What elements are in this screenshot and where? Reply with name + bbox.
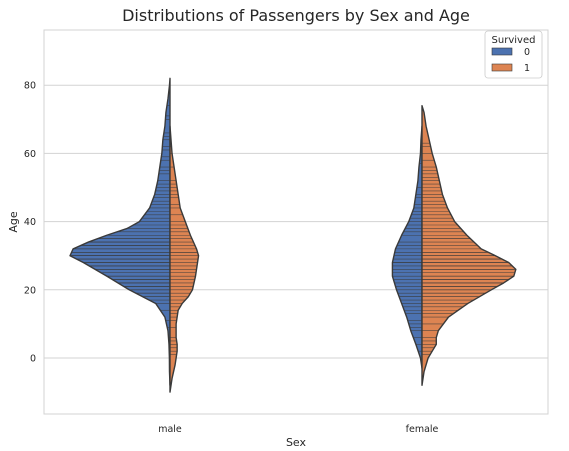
violin-female-survived-1 bbox=[421, 104, 517, 386]
legend-swatch-1 bbox=[491, 63, 513, 72]
violin-male-survived-0 bbox=[69, 77, 171, 386]
y-axis-label: Age bbox=[7, 211, 20, 233]
legend: Survived 0 1 bbox=[484, 30, 543, 79]
x-tick-label-male: male bbox=[158, 424, 182, 435]
y-tick-label: 0 bbox=[30, 354, 36, 365]
y-tick-label: 20 bbox=[24, 285, 36, 296]
violin-layer bbox=[69, 77, 517, 393]
violin-male-survived-1 bbox=[169, 125, 200, 393]
legend-title: Survived bbox=[492, 35, 536, 46]
violin-female-survived-0 bbox=[391, 125, 423, 369]
chart-title: Distributions of Passengers by Sex and A… bbox=[122, 6, 470, 25]
x-axis-label: Sex bbox=[286, 436, 307, 449]
tick-layer: 0 20 40 60 80 male female bbox=[24, 81, 439, 435]
x-tick-label-female: female bbox=[406, 424, 439, 435]
y-tick-label: 80 bbox=[24, 81, 36, 92]
legend-swatch-0 bbox=[491, 47, 513, 56]
y-tick-label: 60 bbox=[24, 149, 36, 160]
legend-label-1: 1 bbox=[524, 63, 530, 74]
legend-label-0: 0 bbox=[524, 47, 530, 58]
y-tick-label: 40 bbox=[24, 217, 36, 228]
